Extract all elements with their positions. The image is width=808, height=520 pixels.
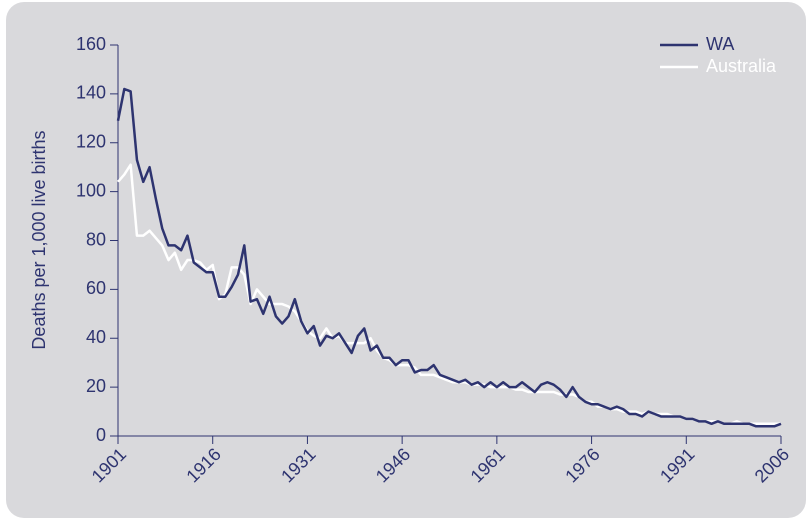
y-tick-label: 160 <box>76 34 106 54</box>
legend-label: WA <box>706 34 734 54</box>
y-tick-label: 80 <box>86 229 106 249</box>
y-tick-label: 0 <box>96 425 106 445</box>
legend-label: Australia <box>706 56 777 76</box>
y-axis-label: Deaths per 1,000 live births <box>29 130 49 349</box>
y-tick-label: 60 <box>86 278 106 298</box>
y-tick-label: 20 <box>86 376 106 396</box>
background <box>6 2 806 518</box>
y-tick-label: 120 <box>76 132 106 152</box>
line-series <box>116 87 782 428</box>
y-tick-label: 140 <box>76 83 106 103</box>
y-tick-label: 40 <box>86 327 106 347</box>
y-tick-label: 100 <box>76 180 106 200</box>
